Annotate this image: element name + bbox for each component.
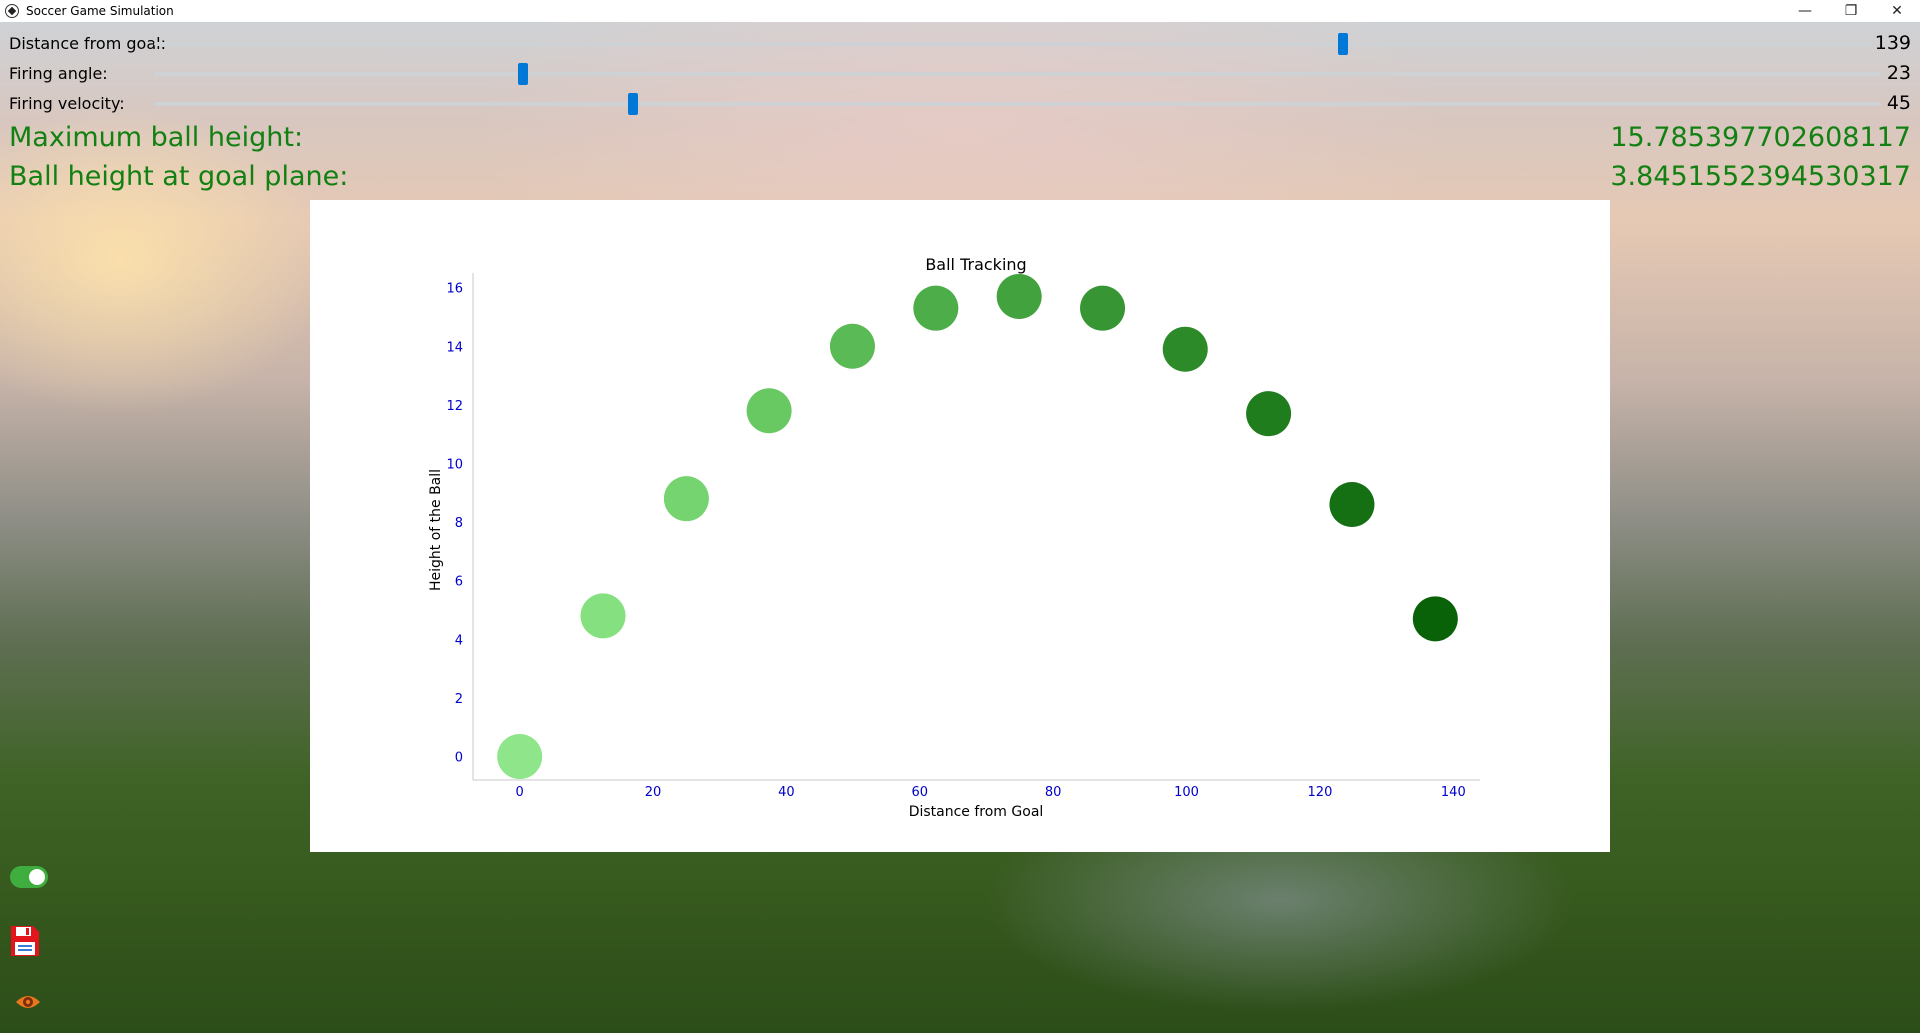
ball-point (1162, 326, 1208, 372)
y-tick-label: 2 (455, 692, 463, 707)
y-tick-label: 14 (446, 340, 463, 355)
ball-point (996, 273, 1042, 319)
x-tick-label: 140 (1441, 785, 1466, 800)
distance-value: 139 (1874, 32, 1911, 54)
ball-point (663, 476, 709, 522)
chart-axes (472, 273, 1480, 781)
y-tick-label: 12 (446, 399, 463, 414)
ball-point (829, 323, 875, 369)
y-tick-label: 16 (446, 282, 463, 297)
ball-point (1080, 285, 1126, 331)
angle-slider-track[interactable] (154, 63, 1881, 85)
window-title: Soccer Game Simulation (26, 4, 174, 18)
distance-slider-thumb[interactable] (1338, 33, 1348, 55)
save-icon (11, 926, 39, 956)
goal-height-label: Ball height at goal plane: (9, 161, 349, 192)
minimize-button[interactable]: — (1798, 3, 1812, 19)
velocity-slider-row: Firing velocity: 45 (0, 92, 1920, 116)
eye-button[interactable] (14, 993, 42, 1011)
distance-slider-track[interactable] (154, 33, 1871, 55)
chart-ticks: 0 20 40 60 80 100 120 140 0 2 4 6 8 10 12 14 16 (446, 282, 1465, 800)
ball-point (746, 388, 792, 434)
chart-title: Ball Tracking (925, 255, 1026, 274)
max-height-row: Maximum ball height: 15.785397702608117 (0, 122, 1920, 158)
y-tick-label: 10 (446, 457, 463, 472)
ball-tracking-chart-panel: Ball Tracking Distance from Goal Height … (310, 200, 1610, 852)
goal-height-value: 3.8451552394530317 (1610, 161, 1911, 192)
y-tick-label: 0 (455, 751, 463, 766)
ball-point (913, 285, 959, 331)
x-tick-label: 0 (516, 785, 524, 800)
x-tick-label: 120 (1308, 785, 1333, 800)
angle-slider-row: Firing angle: 23 (0, 62, 1920, 86)
toggle-knob (29, 869, 45, 885)
velocity-value: 45 (1886, 92, 1911, 114)
angle-label: Firing angle: (9, 64, 108, 83)
soccer-ball-icon (5, 4, 19, 18)
distance-slider-row: Distance from goal: 139 (0, 32, 1920, 56)
chart-y-axis-label: Height of the Ball (428, 469, 444, 591)
angle-value: 23 (1886, 62, 1911, 84)
x-tick-label: 20 (645, 785, 662, 800)
ball-point (1246, 391, 1292, 437)
y-tick-label: 8 (455, 516, 463, 531)
x-tick-label: 100 (1174, 785, 1199, 800)
max-height-label: Maximum ball height: (9, 122, 304, 153)
eye-icon (16, 996, 40, 1008)
toggle-switch[interactable] (10, 866, 48, 888)
max-height-value: 15.785397702608117 (1610, 122, 1911, 153)
ball-point (1329, 482, 1375, 528)
ball-point (497, 734, 543, 780)
x-tick-label: 60 (912, 785, 929, 800)
angle-slider-thumb[interactable] (518, 63, 528, 85)
title-bar: Soccer Game Simulation — ❐ ✕ (0, 0, 1920, 22)
chart-points (497, 273, 1458, 780)
velocity-label: Firing velocity: (9, 94, 125, 113)
x-tick-label: 80 (1045, 785, 1062, 800)
close-button[interactable]: ✕ (1891, 3, 1903, 19)
y-tick-label: 6 (455, 575, 463, 590)
distance-label: Distance from goal: (9, 34, 166, 53)
x-tick-label: 40 (778, 785, 795, 800)
ball-tracking-chart: Ball Tracking Distance from Goal Height … (428, 255, 1480, 820)
y-tick-label: 4 (455, 633, 463, 648)
ball-point (1412, 596, 1458, 642)
restore-button[interactable]: ❐ (1844, 3, 1858, 19)
chart-x-axis-label: Distance from Goal (909, 804, 1044, 820)
goal-height-row: Ball height at goal plane: 3.84515523945… (0, 161, 1920, 197)
window-controls: — ❐ ✕ (1782, 0, 1920, 22)
ball-point (580, 593, 626, 639)
save-button[interactable] (9, 924, 41, 958)
velocity-slider-thumb[interactable] (628, 93, 638, 115)
velocity-slider-track[interactable] (154, 93, 1881, 115)
